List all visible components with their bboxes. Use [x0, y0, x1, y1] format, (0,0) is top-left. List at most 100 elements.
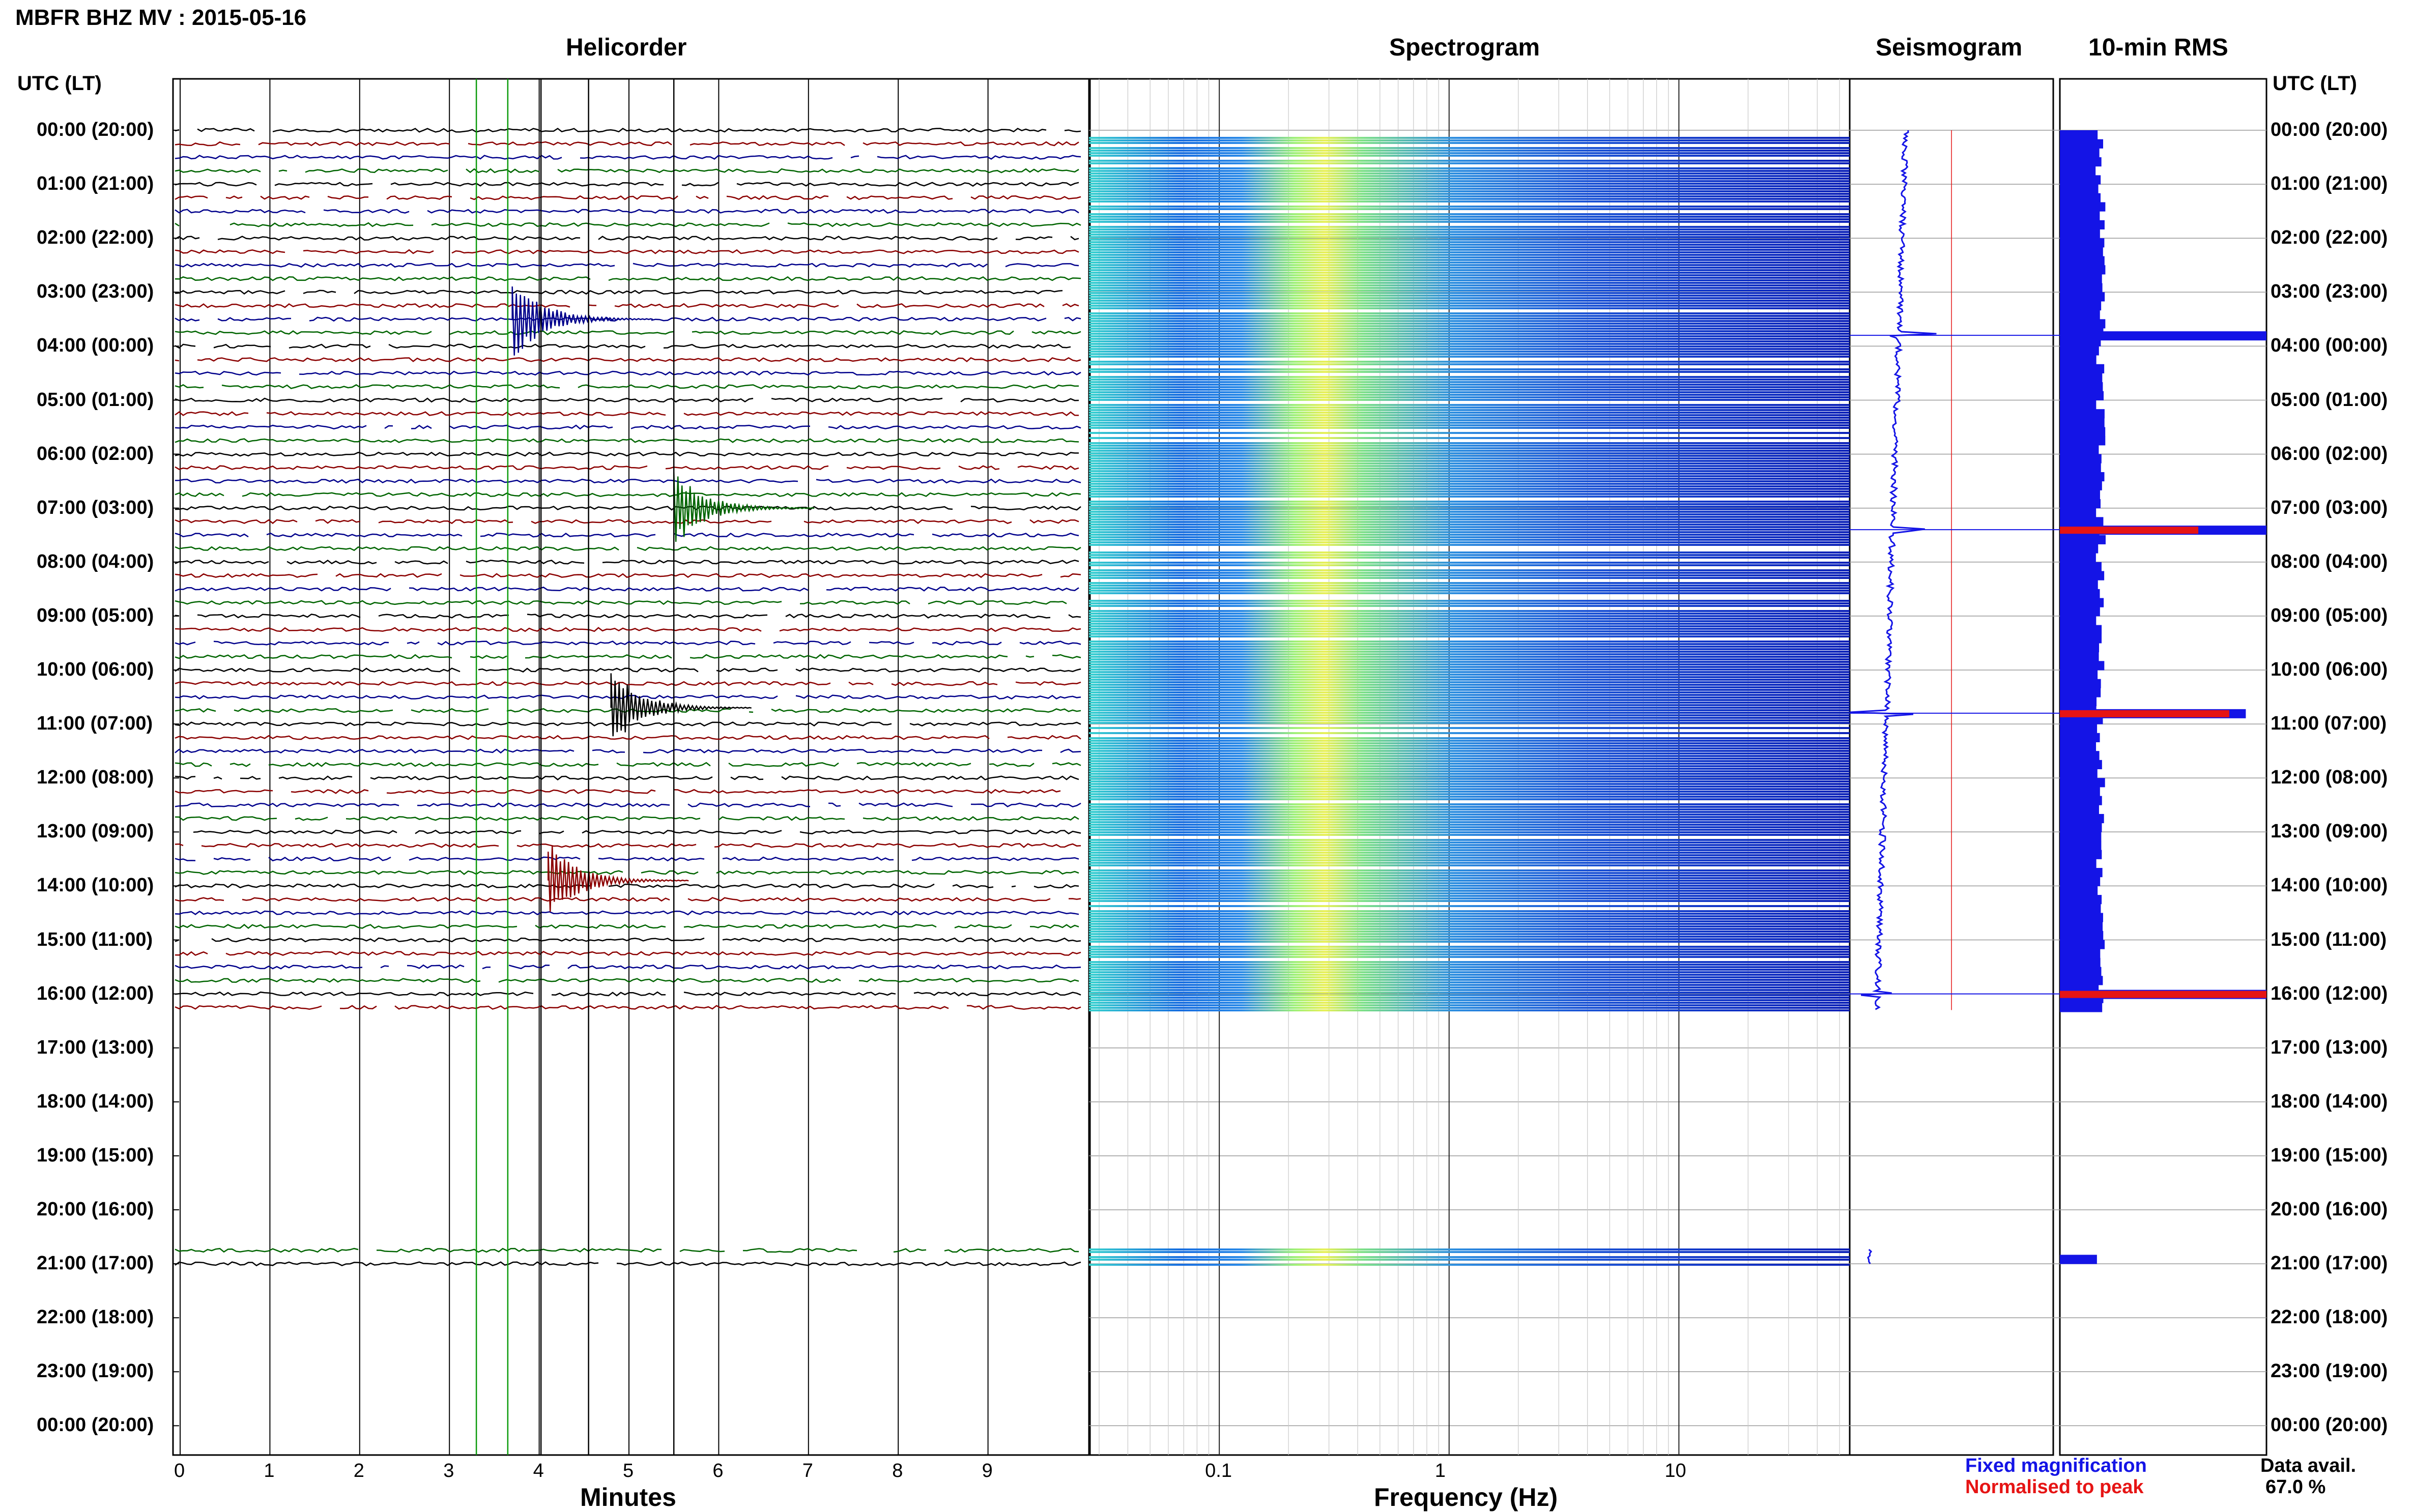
rms-bar	[2060, 598, 2104, 607]
rms-bar	[2060, 931, 2104, 940]
rms-bar	[2060, 589, 2100, 599]
hour-label: 09:00 (05:00)	[2271, 604, 2388, 626]
helicorder-trace	[175, 303, 1079, 308]
hour-label: 15:00 (11:00)	[2271, 928, 2387, 950]
spectrogram-row	[1089, 239, 1850, 241]
hour-label: 14:00 (10:00)	[37, 875, 154, 896]
spectrogram-row	[1089, 760, 1850, 762]
helicorder-trace	[175, 856, 1079, 862]
spectrogram-row	[1089, 900, 1850, 902]
spectrogram-row	[1089, 798, 1850, 800]
spectrogram-row	[1089, 345, 1850, 347]
rms-bar	[2060, 238, 2105, 248]
rms-bar	[2060, 139, 2104, 149]
hour-label: 07:00 (03:00)	[37, 497, 154, 518]
helicorder-trace	[175, 735, 1081, 740]
helicorder-trace	[175, 964, 1081, 970]
helicorder-trace	[175, 370, 1081, 376]
hour-label: 00:00 (20:00)	[37, 1414, 154, 1436]
spectrogram-row	[1089, 269, 1850, 271]
hour-label: 00:00 (20:00)	[2271, 119, 2388, 140]
rms-bar	[2060, 886, 2098, 895]
helicorder-trace	[175, 559, 1079, 565]
hour-label: 20:00 (16:00)	[37, 1199, 154, 1220]
spectrogram-row	[1089, 755, 1850, 757]
spectrogram-row	[1089, 432, 1850, 434]
spectrogram-row	[1089, 137, 1850, 139]
spectrogram-row	[1089, 259, 1850, 261]
helicorder-trace	[175, 384, 1079, 389]
spectrogram-row	[1089, 742, 1850, 744]
spectrogram-row	[1089, 340, 1850, 342]
spectrogram-row	[1089, 180, 1850, 182]
spectrogram-row	[1089, 406, 1850, 409]
spectrogram-row	[1089, 1264, 1850, 1266]
spectrogram-row	[1089, 864, 1850, 866]
spectrogram-row	[1089, 320, 1850, 322]
spectrogram-row	[1089, 859, 1850, 861]
spectrogram-row	[1089, 966, 1850, 968]
hour-label: 01:00 (21:00)	[37, 173, 154, 195]
spectrogram-row	[1089, 651, 1850, 653]
helicorder-trace	[175, 451, 1079, 457]
spectrogram-row	[1089, 536, 1850, 538]
spectrogram-row	[1089, 679, 1850, 681]
spectrogram-row	[1089, 450, 1850, 452]
helicorder-trace	[175, 155, 1081, 160]
spectrogram-row	[1089, 236, 1850, 238]
helicorder-trace	[175, 627, 1081, 632]
spectrogram-row	[1089, 709, 1850, 711]
seismogram-title: Seismogram	[1876, 34, 2023, 61]
rms-bar	[2060, 319, 2106, 329]
minute-tick-label: 0	[174, 1460, 185, 1481]
helicorder-trace	[175, 330, 1081, 335]
rms-bar	[2060, 346, 2099, 356]
rms-bar	[2060, 256, 2105, 266]
spectrogram-row	[1089, 317, 1850, 319]
helicorder-trace	[175, 316, 1081, 322]
rms-bar	[2060, 211, 2100, 221]
rms-bar	[2060, 229, 2100, 239]
spectrogram-row	[1089, 241, 1850, 243]
spectrogram-row	[1089, 712, 1850, 714]
rms-bar	[2060, 742, 2097, 751]
rms-bar	[2060, 904, 2101, 913]
spectrogram-row	[1089, 315, 1850, 317]
spectrogram-row	[1089, 485, 1850, 487]
rms-bar	[2060, 301, 2102, 311]
hour-label: 19:00 (15:00)	[2271, 1144, 2388, 1166]
helicorder-trace	[175, 802, 1081, 808]
helicorder-trace	[193, 829, 1081, 835]
helicorder-trace	[175, 1261, 1081, 1267]
spectrogram-row	[1089, 531, 1850, 533]
helicorder-trace	[175, 654, 1081, 659]
helicorder-trace	[175, 209, 1079, 214]
spectrogram-row	[1089, 877, 1850, 879]
spectrogram-row	[1089, 1259, 1850, 1261]
spectrogram-row	[1089, 953, 1850, 955]
spectrogram-row	[1089, 216, 1850, 218]
spectrogram-row	[1089, 613, 1850, 615]
rms-bar	[2060, 202, 2106, 212]
spectrogram-row	[1089, 816, 1850, 818]
spectrogram-row	[1089, 170, 1850, 172]
spectrogram-row	[1089, 806, 1850, 808]
spectrogram-row	[1089, 384, 1850, 386]
spectrogram-row	[1089, 666, 1850, 668]
spectrogram-row	[1089, 602, 1850, 604]
spectrogram-row	[1089, 948, 1850, 950]
rms-bar	[2060, 418, 2105, 428]
helicorder-trace	[175, 600, 1067, 605]
rms-bar	[2060, 967, 2102, 976]
spectrogram-row	[1089, 1002, 1850, 1004]
helicorder-event	[511, 286, 653, 356]
spectrogram-row	[1089, 819, 1850, 821]
spectrogram-row	[1089, 694, 1850, 696]
spectrogram-row	[1089, 289, 1850, 292]
spectrogram-row	[1089, 648, 1850, 650]
spectrogram-row	[1089, 946, 1850, 948]
spectrogram-row	[1089, 956, 1850, 958]
spectrogram-row	[1089, 188, 1850, 190]
spectrogram-row	[1089, 206, 1850, 208]
spectrogram-row	[1089, 251, 1850, 253]
